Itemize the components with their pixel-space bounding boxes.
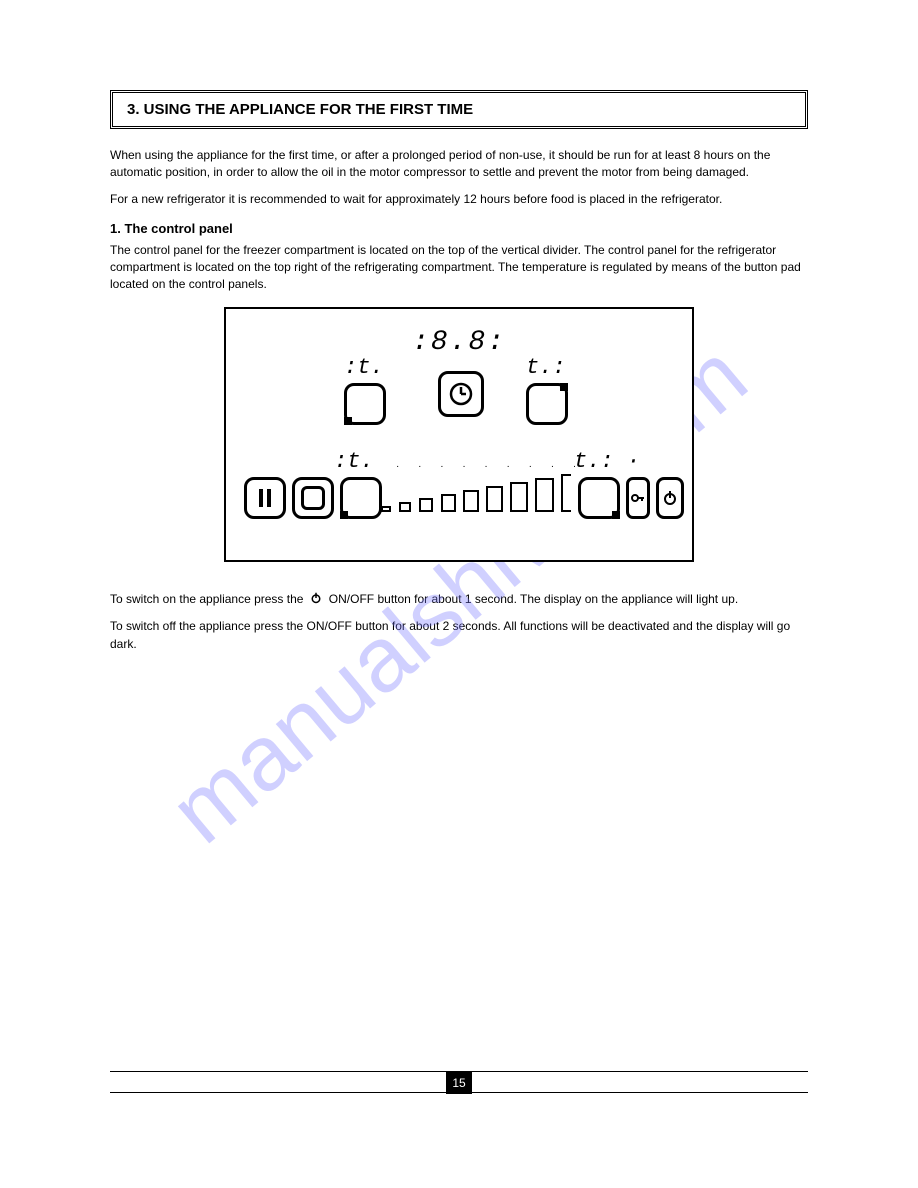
caption-1-pre: To switch on the appliance press the [110,592,307,606]
key-icon [631,491,645,505]
temp-up-upper-button[interactable] [526,383,568,425]
section-title: 3. USING THE APPLIANCE FOR THE FIRST TIM… [127,101,473,118]
page-number: 15 [446,1072,472,1094]
footer-bar: 15 [110,1071,808,1093]
intro-block: When using the appliance for the first t… [110,147,808,207]
pause-icon [257,489,273,507]
seven-segment-display: :8.8: [412,327,506,358]
caption-paragraph-1: To switch on the appliance press the ON/… [110,590,808,609]
power-icon [662,490,678,506]
temp-down-upper-button[interactable] [344,383,386,425]
caption-1-post: ON/OFF button for about 1 second. The di… [325,592,738,606]
power-button[interactable] [656,477,684,519]
temp-label-upper-left: :t. [344,355,384,380]
control-panel-diagram: :8.8: :t. t.: :t. t.: · · · · · · · · · … [224,307,694,562]
section-title-bar: 3. USING THE APPLIANCE FOR THE FIRST TIM… [110,90,808,129]
manual-page: 3. USING THE APPLIANCE FOR THE FIRST TIM… [0,0,918,721]
mode-double-button[interactable] [292,477,334,519]
intro-paragraph-2: For a new refrigerator it is recommended… [110,191,808,208]
subsection-heading: 1. The control panel [110,221,808,236]
temp-label-lower-left: :t. [334,449,374,474]
timer-button[interactable] [438,371,484,417]
clock-icon [448,381,474,407]
level-ramp [381,472,571,512]
temp-down-lower-button[interactable] [340,477,382,519]
caption-paragraph-2: To switch off the appliance press the ON… [110,617,808,653]
intro-paragraph-1: When using the appliance for the first t… [110,147,808,181]
lock-button[interactable] [626,477,650,519]
temp-label-upper-right: t.: [526,355,566,380]
inline-power-icon [310,591,322,609]
subsection-text: The control panel for the freezer compar… [110,242,808,292]
pause-button[interactable] [244,477,286,519]
temp-up-lower-button[interactable] [578,477,620,519]
ramp-dots: · · · · · · · · · [396,461,584,472]
